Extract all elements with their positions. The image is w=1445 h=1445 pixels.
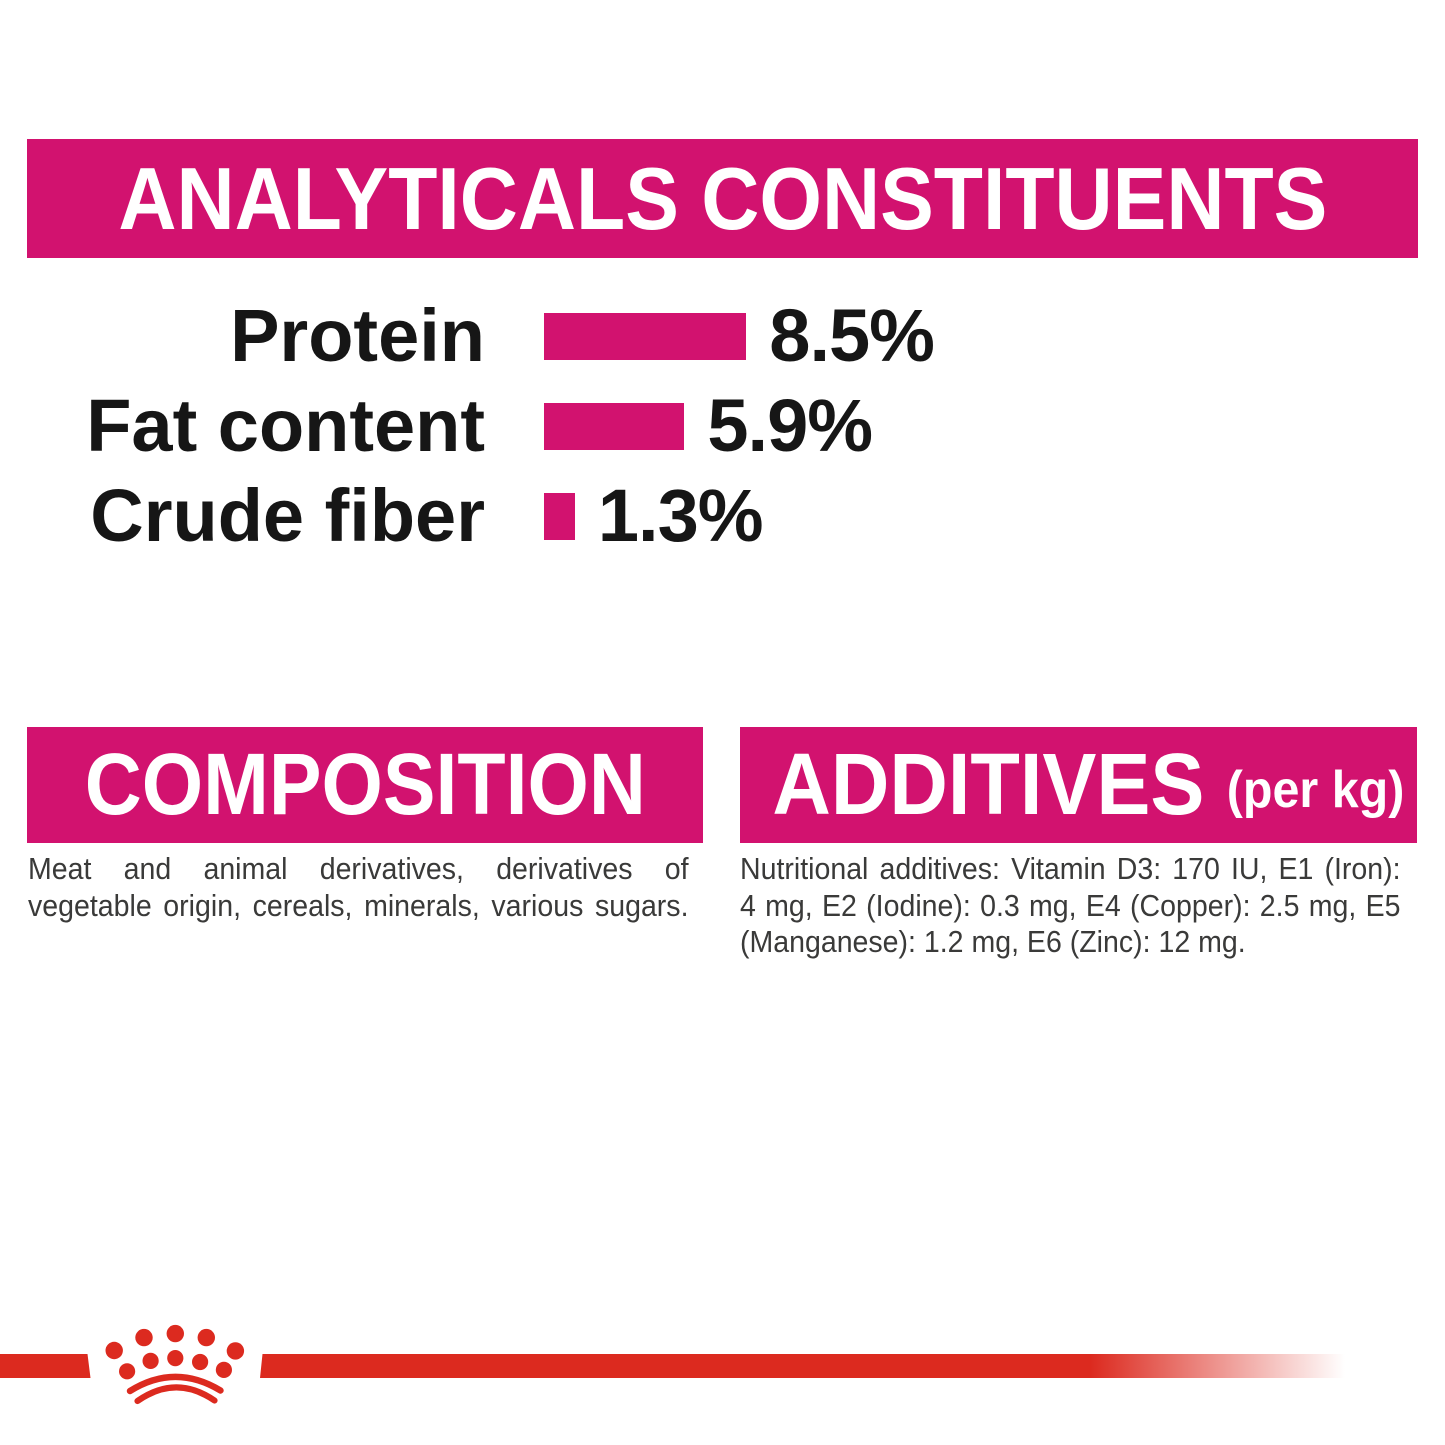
chart-row-value: 1.3% xyxy=(597,474,764,557)
text-line: Nutritional additives: Vitamin D3: 170 IU, E1(… xyxy=(740,851,1401,886)
stripe-left-segment xyxy=(0,1354,91,1378)
royal-canin-crown-logo xyxy=(105,1324,245,1405)
text-line: vegetable origin, cereals, minerals, various… xyxy=(28,887,689,923)
text-line: (Manganese): 1.2 mg, E6 (Zinc): 12 mg. xyxy=(740,924,1246,959)
composition-title: COMPOSITION xyxy=(84,736,646,833)
additives-per-kg-suffix: (per kg) xyxy=(1226,761,1404,819)
chart-bar xyxy=(544,313,747,360)
additives-headline-group: ADDITIVES (per kg) xyxy=(772,735,1404,835)
chart-row-value: 8.5% xyxy=(769,294,935,377)
additives-title: ADDITIVES xyxy=(772,736,1205,833)
footer-stripe-and-logo xyxy=(0,1324,1345,1405)
chart-row-value: 5.9% xyxy=(707,384,873,467)
composition-text: Meat and animal derivatives, derivatives of ve… xyxy=(28,851,689,924)
chart-row-label: Protein xyxy=(230,294,485,377)
text-line: 4 mg, E2 (Iodine): 0.3 mg, E4 (Copper): 2.5 mg, E5 xyxy=(740,887,1401,923)
chart-row-label: Crude fiber xyxy=(90,474,485,557)
chart-bar xyxy=(544,493,575,540)
chart-bar xyxy=(544,403,685,450)
additives-banner: ADDITIVES (per kg) xyxy=(740,727,1417,843)
text-line: Meat and animal derivatives, derivatives of xyxy=(28,851,689,886)
chart-row: Crude fiber 1.3% xyxy=(0,474,1445,557)
analyticals-chart: Protein 8.5% Fat content 5.9% Crude fiber 1.3… xyxy=(0,294,1445,557)
chart-row: Protein 8.5% xyxy=(0,294,1445,377)
stripe-right-segment xyxy=(260,1354,1345,1378)
analyticals-title: ANALYTICALS CONSTITUENTS xyxy=(118,148,1327,248)
chart-row: Fat content 5.9% xyxy=(0,384,1445,467)
brand-stripe xyxy=(0,1354,1345,1378)
composition-banner: COMPOSITION xyxy=(27,727,703,843)
chart-row-label: Fat content xyxy=(86,384,485,467)
analyticals-banner: ANALYTICALS CONSTITUENTS xyxy=(27,139,1418,258)
additives-text: Nutritional additives: Vitamin D3: 170 IU, E1(… xyxy=(740,851,1401,961)
